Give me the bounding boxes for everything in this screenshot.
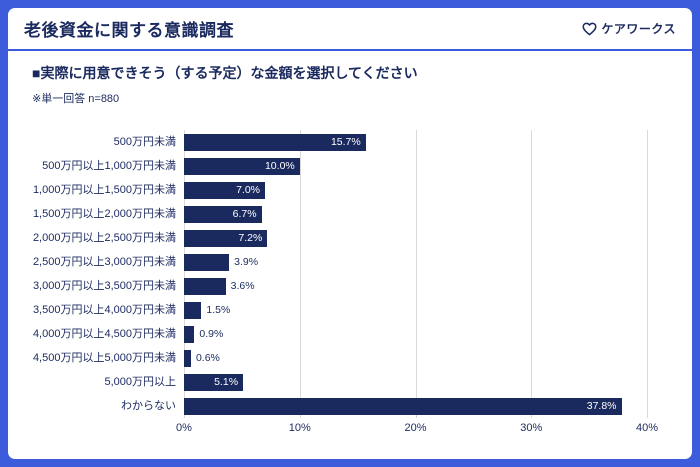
bar-track: 0.6% (184, 349, 647, 367)
category-label: 4,000万円以上4,500万円未満 (32, 327, 176, 340)
x-tick: 10% (288, 422, 311, 434)
category-label: 3,500万円以上4,000万円未満 (32, 303, 176, 316)
bar: 3.6% (184, 277, 255, 295)
chart-row: 500万円以上1,000万円未満 10.0% (24, 154, 647, 178)
logo-text: ケアワークス (601, 22, 676, 36)
gridline (415, 130, 417, 418)
bar-track: 15.7% (184, 133, 647, 151)
category-label: 4,500万円以上5,000万円未満 (32, 351, 176, 364)
chart-row: 2,500万円以上3,000万円未満 3.9% (24, 250, 647, 274)
bar-track: 6.7% (184, 205, 647, 223)
value-label: 1.5% (206, 303, 231, 316)
chart-row: 4,500万円以上5,000万円未満 0.6% (24, 346, 647, 370)
x-axis: 0% 10% 20% 30% 40% (176, 422, 658, 440)
bar: 1.5% (184, 301, 230, 319)
category-label: 1,500万円以上2,000万円未満 (32, 207, 176, 220)
bar-track: 3.6% (184, 277, 647, 295)
gridline (531, 130, 533, 418)
category-label: 500万円以上1,000万円未満 (42, 159, 176, 172)
category-label: 3,000万円以上3,500万円未満 (32, 279, 176, 292)
x-tick: 40% (635, 422, 659, 434)
chart-row: わからない 37.8% (24, 394, 647, 418)
bar-track: 0.9% (184, 325, 647, 343)
chart-rows: 500万円未満 15.7% 500万円以上1,000万円未満 10.0% 1,000万円… (24, 130, 647, 418)
gridline (299, 130, 301, 418)
question-title: ■実際に用意できそう（する予定）な金額を選択してください (32, 65, 418, 81)
chart-row: 2,000万円以上2,500万円未満 7.2% (24, 226, 647, 250)
bar-track: 1.5% (184, 301, 647, 319)
x-tick: 30% (520, 422, 543, 434)
value-label: 37.8% (586, 399, 617, 412)
chart-row: 4,000万円以上4,500万円未満 0.9% (24, 322, 647, 346)
header: 老後資金に関する意識調査 ケアワークス (8, 8, 692, 51)
value-label: 0.9% (199, 327, 224, 340)
bar: 5.1% (184, 373, 244, 391)
plot-area: 500万円未満 15.7% 500万円以上1,000万円未満 10.0% 1,000万円… (24, 130, 648, 418)
bar: 7.2% (184, 229, 268, 247)
bar-chart: 500万円未満 15.7% 500万円以上1,000万円未満 10.0% 1,000万円… (24, 130, 658, 440)
bar-track: 7.2% (184, 229, 647, 247)
bar: 0.6% (184, 349, 220, 367)
value-label: 5.1% (214, 375, 239, 388)
gridlines (184, 130, 648, 418)
logo: ケアワークス (582, 20, 676, 37)
value-label: 7.2% (238, 231, 263, 244)
category-label: 1,000万円以上1,500万円未満 (32, 183, 176, 196)
value-label: 0.6% (195, 351, 220, 364)
chart-row: 500万円未満 15.7% (24, 130, 647, 154)
gridline (184, 130, 185, 418)
value-label: 3.9% (234, 255, 259, 268)
card: 老後資金に関する意識調査 ケアワークス ■実際に用意できそう（する予定）な金額を… (8, 8, 692, 459)
bar: 10.0% (184, 157, 300, 175)
chart-row: 3,500万円以上4,000万円未満 1.5% (24, 298, 647, 322)
bar: 15.7% (184, 133, 366, 151)
bar-track: 5.1% (184, 373, 647, 391)
bar: 0.9% (184, 325, 223, 343)
heart-icon (582, 22, 597, 35)
category-label: 2,000万円以上2,500万円未満 (32, 231, 176, 244)
chart-row: 3,000万円以上3,500万円未満 3.6% (24, 274, 647, 298)
bar-track: 7.0% (184, 181, 647, 199)
bar-track: 10.0% (184, 157, 647, 175)
bar: 37.8% (184, 397, 622, 415)
bar: 7.0% (184, 181, 266, 199)
chart-row: 1,000万円以上1,500万円未満 7.0% (24, 178, 647, 202)
content: ■実際に用意できそう（する予定）な金額を選択してください ※単一回答 n=880… (8, 51, 692, 459)
category-label: わからない (121, 399, 176, 412)
category-label: 500万円未満 (113, 135, 176, 148)
value-label: 10.0% (264, 159, 295, 172)
category-label: 2,500万円以上3,000万円未満 (32, 255, 176, 268)
value-label: 6.7% (232, 207, 257, 220)
bar: 6.7% (184, 205, 262, 223)
value-label: 3.6% (230, 279, 255, 292)
x-tick: 20% (404, 422, 427, 434)
chart-row: 1,500万円以上2,000万円未満 6.7% (24, 202, 647, 226)
bar: 3.9% (184, 253, 258, 271)
category-label: 5,000万円以上 (104, 375, 176, 388)
bar-track: 3.9% (184, 253, 647, 271)
value-label: 7.0% (236, 183, 261, 196)
gridline (647, 130, 648, 418)
chart-row: 5,000万円以上 5.1% (24, 370, 647, 394)
page-title: 老後資金に関する意識調査 (24, 21, 234, 40)
sample-note: ※単一回答 n=880 (32, 93, 120, 105)
value-label: 15.7% (330, 135, 361, 148)
x-tick: 0% (176, 422, 192, 434)
bar-track: 37.8% (184, 397, 647, 415)
